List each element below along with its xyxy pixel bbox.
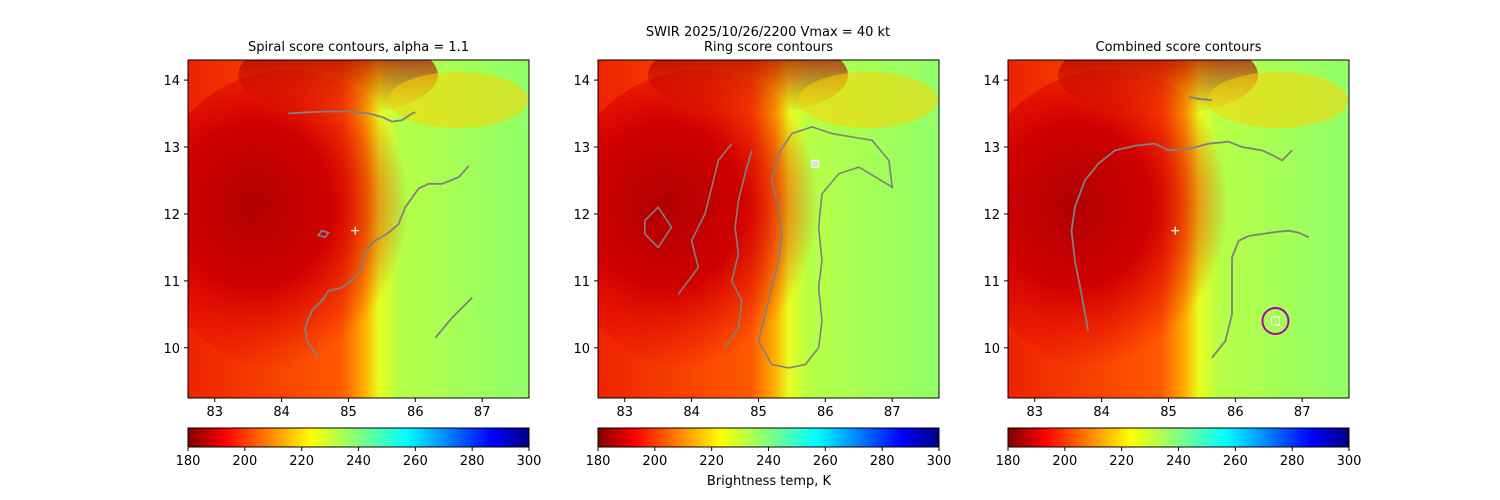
y-tick-label: 12 [163, 208, 180, 223]
x-tick-label: 84 [1093, 405, 1110, 420]
colorbar-gradient [187, 427, 530, 448]
panel-3: Combined score contours 83 84 85 86 87 10 11 12 1… [983, 40, 1350, 420]
colorbar-tick-label: 200 [1052, 454, 1077, 469]
y-tick-label: 13 [983, 141, 1000, 156]
center-plus-marker [1171, 226, 1180, 235]
brightness-temperature-image [1008, 60, 1349, 398]
axes-frame [187, 59, 530, 399]
colorbar-tick-label: 280 [460, 454, 485, 469]
cold-core [1008, 70, 1248, 370]
contour-line [757, 126, 894, 369]
y-tick-label: 11 [983, 275, 1000, 290]
colorbar-1: 180 200 220 240 260 280 300 [176, 427, 542, 469]
best-center-square [1270, 316, 1280, 326]
colorbar-gradient [597, 427, 940, 448]
colorbar-tick-label: 200 [642, 454, 667, 469]
x-tick-label: 84 [683, 405, 700, 420]
y-tick-label: 14 [573, 74, 590, 89]
y-tick-label: 13 [573, 141, 590, 156]
cold-core [598, 70, 838, 370]
y-tick-label: 14 [983, 74, 1000, 89]
x-tick-label: 86 [1227, 405, 1244, 420]
cold-cloud-top [648, 60, 848, 115]
colorbar-tick-label: 180 [996, 454, 1021, 469]
colorbar-tick-label: 200 [232, 454, 257, 469]
contour-line [304, 165, 470, 359]
contour-line [434, 296, 473, 339]
colorbar-2: 180 200 220 240 260 280 300 [586, 427, 952, 469]
y-tick-label: 12 [573, 208, 590, 223]
x-tick-label: 84 [273, 405, 290, 420]
x-tick-label: 83 [206, 405, 223, 420]
x-tick-label: 85 [1160, 405, 1177, 420]
square-marker [811, 159, 820, 168]
contour-line [1070, 140, 1293, 332]
y-tick-label: 14 [163, 74, 180, 89]
x-tick-label: 87 [1294, 405, 1311, 420]
colorbar-label: Brightness temp, K [707, 474, 832, 489]
x-tick-label: 83 [616, 405, 633, 420]
colorbar-tick-label: 300 [1337, 454, 1362, 469]
colorbar-tick-label: 220 [699, 454, 724, 469]
colorbar-tick-label: 280 [1280, 454, 1305, 469]
contour-line [288, 110, 416, 123]
x-tick-label: 85 [340, 405, 357, 420]
axes-frame [1007, 59, 1350, 399]
brightness-temperature-image [188, 60, 529, 398]
panel-title: Ring score contours [704, 40, 833, 55]
y-tick-label: 11 [163, 275, 180, 290]
x-tick-label: 86 [817, 405, 834, 420]
contour-line [316, 229, 330, 239]
y-tick-label: 11 [573, 275, 590, 290]
warm-band [798, 72, 938, 128]
cold-cloud-top [238, 60, 438, 115]
colorbar-tick-label: 300 [927, 454, 952, 469]
best-center-circle [1261, 307, 1290, 336]
colorbar-tick-label: 240 [346, 454, 371, 469]
suptitle: SWIR 2025/10/26/2200 Vmax = 40 kt [646, 25, 890, 40]
colorbar-tick-label: 240 [756, 454, 781, 469]
colorbar-tick-label: 260 [403, 454, 428, 469]
x-tick-label: 87 [474, 405, 491, 420]
axes-frame [597, 59, 940, 399]
x-tick-label: 85 [750, 405, 767, 420]
y-tick-label: 10 [163, 342, 180, 357]
colorbar-gradient [1007, 427, 1350, 448]
colorbar-tick-label: 260 [1223, 454, 1248, 469]
colorbar-3: 180 200 220 240 260 280 300 [996, 427, 1362, 469]
contour-line [1211, 229, 1310, 359]
contour-line [644, 205, 673, 249]
colorbar-tick-label: 220 [289, 454, 314, 469]
contour-line [677, 143, 733, 295]
x-tick-label: 86 [407, 405, 424, 420]
y-tick-label: 10 [983, 342, 1000, 357]
y-tick-label: 12 [983, 208, 1000, 223]
panel-title: Spiral score contours, alpha = 1.1 [248, 40, 469, 55]
colorbar-tick-label: 280 [870, 454, 895, 469]
panel-1: Spiral score contours, alpha = 1.1 83 84 85… [163, 40, 530, 420]
colorbar-tick-label: 240 [1166, 454, 1191, 469]
colorbar-tick-label: 180 [586, 454, 611, 469]
panel-2: Ring score contours 83 84 85 86 87 10 11 12 13 14 [573, 40, 940, 420]
x-tick-label: 87 [884, 405, 901, 420]
warm-band [1208, 72, 1348, 128]
cold-core [188, 70, 428, 370]
cold-cloud-top [1058, 60, 1258, 115]
panel-title: Combined score contours [1096, 40, 1262, 55]
y-tick-label: 13 [163, 141, 180, 156]
brightness-temperature-image [598, 60, 939, 398]
contour-line [1188, 95, 1212, 102]
x-tick-label: 83 [1026, 405, 1043, 420]
colorbar-tick-label: 260 [813, 454, 838, 469]
center-plus-marker [351, 226, 360, 235]
colorbar-tick-label: 180 [176, 454, 201, 469]
colorbar-tick-label: 220 [1109, 454, 1134, 469]
warm-band [388, 72, 528, 128]
colorbar-tick-label: 300 [517, 454, 542, 469]
y-tick-label: 10 [573, 342, 590, 357]
contour-line [724, 150, 753, 349]
